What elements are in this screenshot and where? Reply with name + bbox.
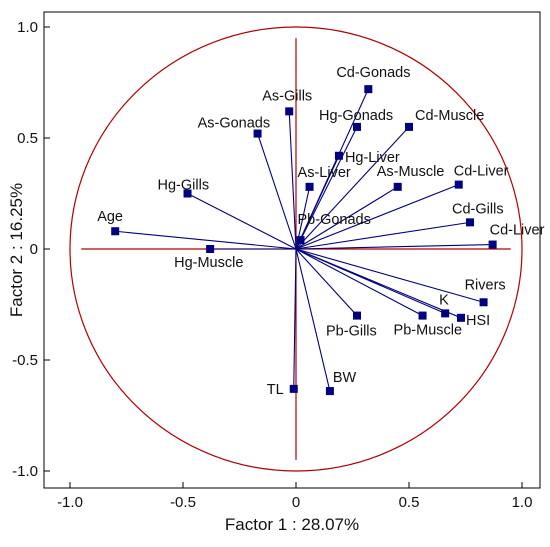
y-tick-label: -1.0 bbox=[12, 463, 38, 480]
plot-frame bbox=[43, 11, 541, 489]
point-label-k: K bbox=[439, 292, 449, 308]
x-tick-label: 1.0 bbox=[512, 494, 533, 511]
point-k bbox=[441, 309, 450, 318]
y-tick-label: -0.5 bbox=[12, 352, 38, 369]
point-cd-gonads bbox=[364, 85, 373, 94]
point-as-liver bbox=[305, 182, 314, 191]
point-label-pb-gonads: Pb-Gonads bbox=[298, 212, 371, 228]
point-label-hg-liver: Hg-Liver bbox=[345, 150, 400, 166]
point-label-pb-gills: Pb-Gills bbox=[326, 324, 377, 340]
point-label-cd-gills: Cd-Gills bbox=[452, 201, 504, 217]
point-label-as-liver: As-Liver bbox=[298, 165, 351, 181]
point-hg-muscle bbox=[206, 245, 215, 253]
vector-as-gonads bbox=[257, 133, 297, 250]
vector-hsi bbox=[295, 248, 462, 319]
point-pb-muscle bbox=[418, 311, 427, 320]
x-tick-label: 0.5 bbox=[399, 494, 420, 511]
point-label-cd-gonads: Cd-Gonads bbox=[336, 65, 410, 81]
point-label-as-muscle: As-Muscle bbox=[377, 164, 445, 180]
x-tick-label: -0.5 bbox=[170, 494, 196, 511]
point-label-cd-liver: Cd-Liver bbox=[490, 223, 545, 239]
x-tick-label: -1.0 bbox=[57, 494, 83, 511]
point-label-hg-gills: Hg-Gills bbox=[158, 178, 210, 194]
point-as-muscle bbox=[393, 182, 402, 191]
vector-pb-gills bbox=[295, 248, 358, 316]
point-bw bbox=[325, 387, 334, 396]
point-as-gills bbox=[285, 107, 294, 116]
point-label-hsi: HSI bbox=[466, 313, 490, 329]
vector-hg-gills bbox=[187, 193, 297, 250]
point-label-cd-muscle: Cd-Muscle bbox=[415, 108, 484, 124]
point-label-pb-muscle: Pb-Muscle bbox=[394, 323, 463, 339]
point-cd-gills bbox=[466, 218, 475, 227]
point-label-rivers: Rivers bbox=[465, 277, 506, 293]
vector-tl bbox=[293, 248, 297, 389]
point-cd-muscle bbox=[405, 122, 413, 131]
point-pb-gonads bbox=[296, 236, 305, 245]
point-age bbox=[111, 227, 120, 236]
point-label-hg-gonads: Hg-Gonads bbox=[319, 108, 393, 124]
vector-as-muscle bbox=[295, 186, 398, 250]
vector-cd-liver bbox=[295, 184, 459, 250]
y-axis-title: Factor 2 : 16.25% bbox=[7, 183, 26, 317]
point-hg-gills bbox=[183, 189, 192, 198]
vector-hg-liver bbox=[295, 155, 340, 250]
point-rivers bbox=[479, 298, 488, 307]
unit-circle bbox=[69, 26, 523, 472]
y-tick-label: 0.5 bbox=[17, 130, 38, 147]
vector-cd-muscle bbox=[295, 126, 410, 250]
point-label-as-gills: As-Gills bbox=[262, 88, 312, 104]
point-as-gonads bbox=[253, 129, 262, 138]
point-label-as-gonads: As-Gonads bbox=[198, 116, 271, 132]
point-hg-liver bbox=[334, 151, 343, 160]
point-cd-liver bbox=[454, 180, 463, 189]
point-hg-gonads bbox=[353, 122, 362, 131]
vector-hg-gonads bbox=[295, 126, 358, 250]
vector-pb-muscle bbox=[295, 248, 423, 317]
x-tick-label: 0 bbox=[292, 494, 300, 511]
point-tl bbox=[289, 384, 298, 393]
point-hsi bbox=[456, 313, 465, 322]
vector-rivers bbox=[295, 248, 484, 303]
point-cd-liver bbox=[488, 240, 497, 249]
point-label-cd-liver: Cd-Liver bbox=[454, 164, 509, 180]
point-pb-gills bbox=[353, 311, 362, 320]
point-label-age: Age bbox=[97, 209, 123, 225]
point-label-hg-muscle: Hg-Muscle bbox=[174, 255, 243, 271]
vector-as-gills bbox=[288, 111, 297, 250]
point-label-tl: TL bbox=[267, 382, 284, 398]
vector-age bbox=[115, 230, 297, 250]
vector-cd-gills bbox=[295, 221, 471, 250]
point-label-bw: BW bbox=[333, 370, 357, 386]
vector-cd-liver bbox=[295, 244, 493, 250]
y-tick-label: 0 bbox=[30, 241, 38, 258]
x-axis-title: Factor 1 : 28.07% bbox=[225, 515, 359, 534]
vector-bw bbox=[295, 248, 331, 392]
y-tick-label: 1.0 bbox=[17, 19, 38, 36]
